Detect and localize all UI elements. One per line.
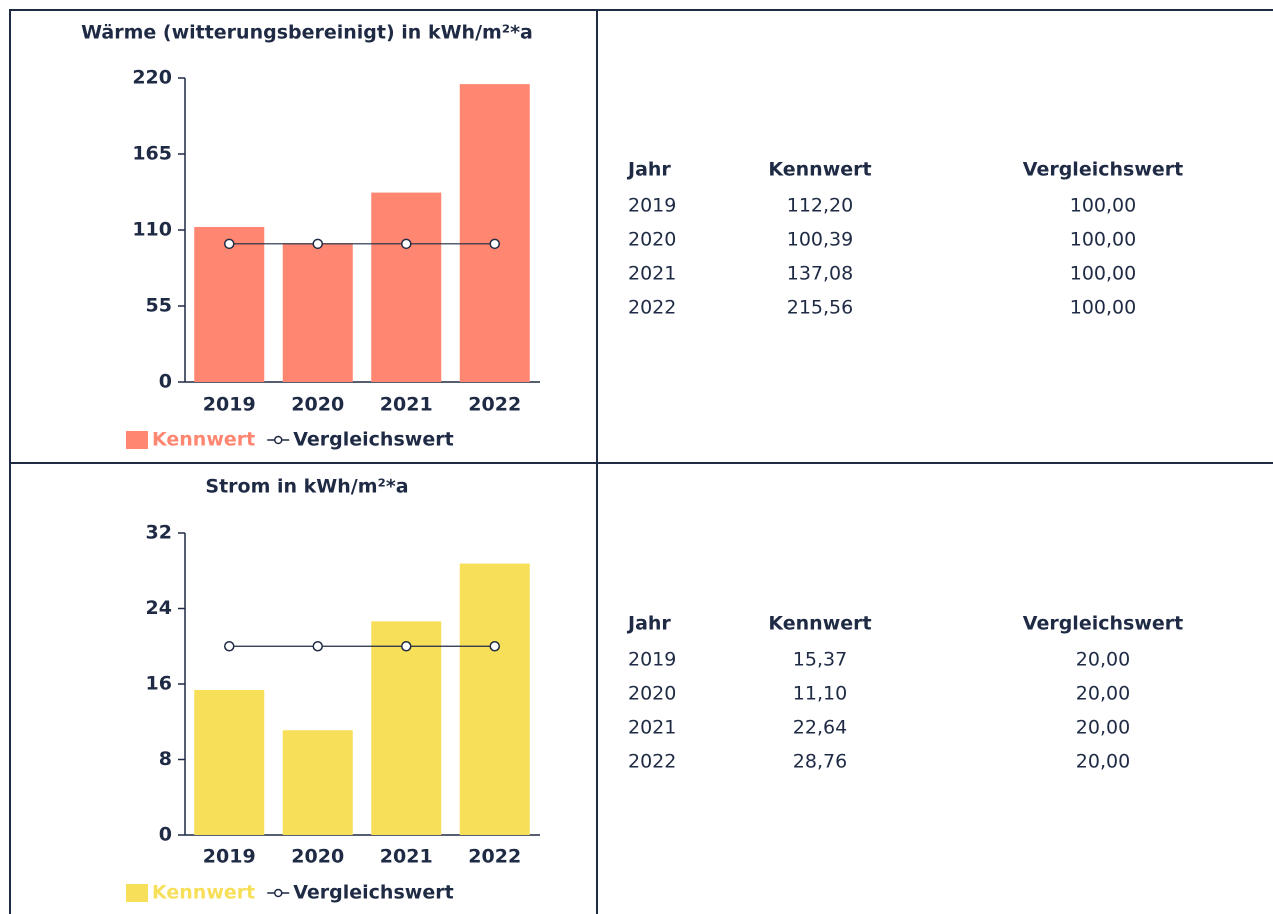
table-cell: 2022	[628, 751, 676, 773]
table-cell: 2019	[628, 649, 676, 671]
x-tick-label: 2021	[380, 394, 433, 416]
table-cell: 137,08	[787, 263, 853, 285]
y-tick-label: 55	[146, 295, 172, 317]
table-cell: 20,00	[1076, 649, 1130, 671]
line-marker	[489, 641, 500, 652]
x-tick-label: 2019	[203, 846, 256, 868]
table-header: Kennwert	[768, 159, 871, 181]
bar	[194, 226, 265, 382]
line-marker	[312, 238, 323, 250]
bar	[459, 563, 530, 835]
line-marker	[401, 238, 412, 250]
table-cell: 2022	[628, 297, 676, 319]
y-tick-label: 32	[146, 522, 172, 544]
line-marker	[401, 641, 412, 652]
legend-label: Kennwert	[152, 429, 255, 451]
y-tick-label: 8	[159, 748, 172, 770]
line-marker	[224, 238, 235, 250]
y-tick-label: 24	[146, 597, 172, 619]
y-tick-label: 220	[132, 67, 172, 89]
table-cell: 20,00	[1076, 683, 1130, 705]
x-tick-label: 2022	[468, 846, 521, 868]
table-cell: 11,10	[793, 683, 847, 705]
y-tick-label: 165	[132, 143, 172, 165]
x-tick-label: 2021	[380, 846, 433, 868]
bar	[282, 243, 353, 382]
y-tick-label: 0	[159, 371, 172, 393]
y-tick-label: 110	[132, 219, 172, 241]
y-tick-label: 0	[159, 824, 172, 846]
table-header: Jahr	[626, 159, 671, 181]
table-cell: 2021	[628, 263, 676, 285]
table-cell: 20,00	[1076, 717, 1130, 739]
legend-symbol	[126, 884, 148, 902]
legend-label: Vergleichswert	[293, 429, 453, 451]
line-marker	[224, 641, 235, 652]
table-cell: 22,64	[793, 717, 847, 739]
x-tick-label: 2020	[291, 394, 344, 416]
bar	[282, 730, 353, 835]
x-tick-label: 2020	[291, 846, 344, 868]
table-cell: 215,56	[787, 297, 853, 319]
legend-symbol	[273, 435, 283, 445]
bar	[194, 689, 265, 835]
table-cell: 20,00	[1076, 751, 1130, 773]
table-cell: 112,20	[787, 195, 853, 217]
legend-label: Kennwert	[152, 882, 255, 904]
table-cell: 2019	[628, 195, 676, 217]
table-cell: 100,00	[1070, 229, 1136, 251]
line-marker	[489, 238, 500, 250]
x-tick-label: 2022	[468, 394, 521, 416]
table-header: Kennwert	[768, 613, 871, 635]
y-tick-label: 16	[146, 673, 172, 695]
table-cell: 100,00	[1070, 195, 1136, 217]
table-cell: 2020	[628, 683, 676, 705]
legend-symbol	[126, 431, 148, 449]
table-cell: 28,76	[793, 751, 847, 773]
chart-title: Strom in kWh/m²*a	[205, 476, 408, 498]
bar	[459, 84, 530, 383]
table-header: Vergleichswert	[1023, 613, 1183, 635]
bar	[371, 621, 442, 835]
table-cell: 2020	[628, 229, 676, 251]
bar	[371, 192, 442, 382]
table-cell: 2021	[628, 717, 676, 739]
table-cell: 15,37	[793, 649, 847, 671]
table-header: Jahr	[626, 613, 671, 635]
table-header: Vergleichswert	[1023, 159, 1183, 181]
legend-symbol	[273, 888, 283, 898]
chart-title: Wärme (witterungsbereinigt) in kWh/m²*a	[81, 22, 533, 44]
table-cell: 100,00	[1070, 297, 1136, 319]
x-tick-label: 2019	[203, 394, 256, 416]
legend-label: Vergleichswert	[293, 882, 453, 904]
line-marker	[312, 641, 323, 652]
table-cell: 100,39	[787, 229, 853, 251]
table-cell: 100,00	[1070, 263, 1136, 285]
